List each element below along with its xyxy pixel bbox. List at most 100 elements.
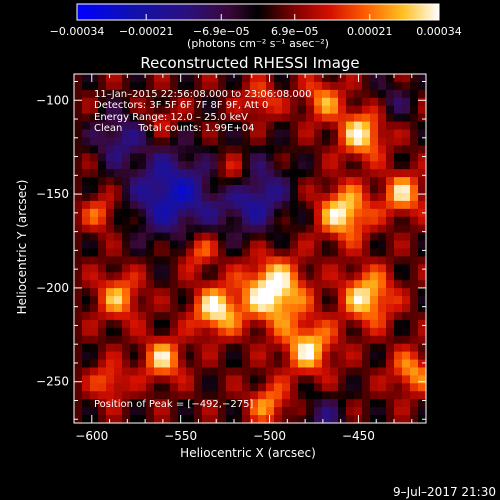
heatmap-cell: [170, 121, 179, 131]
heatmap-cell: [146, 359, 155, 369]
heatmap-cell: [346, 216, 355, 226]
heatmap-cell: [106, 280, 115, 289]
heatmap-cell: [210, 296, 219, 305]
heatmap-cell: [106, 89, 115, 99]
heatmap-cell: [306, 137, 315, 146]
heatmap-cell: [114, 256, 123, 265]
heatmap-cell: [186, 375, 195, 384]
heatmap-cell: [338, 200, 347, 210]
heatmap-cell: [322, 224, 331, 234]
heatmap-cell: [418, 280, 427, 289]
heatmap-cell: [386, 137, 395, 146]
heatmap-cell: [402, 351, 411, 361]
chart-title: Reconstructed RHESSI Image: [140, 54, 359, 72]
heatmap-cell: [122, 319, 131, 329]
heatmap-cell: [418, 81, 427, 91]
heatmap-cell: [266, 407, 275, 416]
heatmap-cell: [218, 391, 227, 400]
heatmap-cell: [354, 319, 363, 329]
heatmap-cell: [306, 129, 315, 139]
heatmap-cell: [346, 248, 355, 258]
heatmap-cell: [298, 192, 307, 202]
heatmap-cell: [202, 407, 211, 416]
heatmap-cell: [378, 129, 387, 139]
heatmap-cell: [314, 343, 323, 353]
heatmap-cell: [82, 351, 91, 361]
heatmap-cell: [362, 391, 371, 400]
heatmap-cell: [130, 319, 139, 329]
heatmap-cell: [402, 200, 411, 210]
heatmap-cell: [362, 105, 371, 115]
heatmap-cell: [394, 296, 403, 305]
heatmap-cell: [266, 224, 275, 234]
heatmap-cell: [130, 153, 139, 162]
heatmap-cell: [370, 74, 379, 83]
heatmap-cell: [394, 264, 403, 273]
heatmap-cell: [322, 129, 331, 139]
heatmap-cell: [154, 327, 163, 337]
heatmap-cell: [122, 399, 131, 408]
heatmap-cell: [410, 319, 419, 329]
heatmap-cell: [138, 185, 147, 194]
heatmap-cell: [74, 248, 83, 258]
y-tick-label: −100: [36, 93, 69, 107]
heatmap-cell: [106, 367, 115, 377]
heatmap-cell: [330, 169, 339, 178]
heatmap-cell: [418, 113, 427, 123]
heatmap-cell: [410, 375, 419, 384]
heatmap-cell: [266, 335, 275, 345]
heatmap-cell: [234, 383, 243, 392]
heatmap-cell: [226, 177, 235, 186]
heatmap-cell: [306, 415, 315, 424]
heatmap-cell: [114, 319, 123, 329]
heatmap-cell: [306, 288, 315, 297]
heatmap-cell: [178, 407, 187, 416]
heatmap-cell: [106, 351, 115, 361]
heatmap-cell: [386, 335, 395, 345]
heatmap-cell: [354, 121, 363, 131]
heatmap-cell: [250, 264, 259, 273]
heatmap-cell: [346, 145, 355, 154]
heatmap-cell: [106, 359, 115, 369]
heatmap-cell: [402, 185, 411, 194]
heatmap-cell: [82, 169, 91, 178]
heatmap-cell: [250, 288, 259, 297]
heatmap-cell: [306, 351, 315, 361]
heatmap-cell: [338, 343, 347, 353]
heatmap-cell: [130, 137, 139, 146]
heatmap-cell: [98, 248, 107, 258]
heatmap-cell: [114, 399, 123, 408]
heatmap-cell: [410, 208, 419, 218]
heatmap-cell: [330, 192, 339, 202]
heatmap-cell: [234, 240, 243, 250]
heatmap-cell: [290, 81, 299, 91]
heatmap-cell: [314, 375, 323, 384]
heatmap-cell: [290, 232, 299, 242]
heatmap-cell: [210, 264, 219, 273]
heatmap-cell: [410, 89, 419, 99]
heatmap-cell: [362, 97, 371, 107]
heatmap-cell: [226, 113, 235, 123]
heatmap-cell: [378, 280, 387, 289]
heatmap-cell: [330, 177, 339, 186]
heatmap-cell: [346, 407, 355, 416]
heatmap-cell: [394, 192, 403, 202]
heatmap-cell: [122, 296, 131, 305]
heatmap-cell: [386, 248, 395, 258]
heatmap-cell: [266, 137, 275, 146]
heatmap-cell: [250, 200, 259, 210]
heatmap-cell: [394, 208, 403, 218]
heatmap-cell: [146, 177, 155, 186]
heatmap-cell: [186, 280, 195, 289]
heatmap-cell: [98, 216, 107, 226]
heatmap-cell: [410, 216, 419, 226]
heatmap-cell: [290, 335, 299, 345]
heatmap-cell: [282, 89, 291, 99]
heatmap-cell: [394, 97, 403, 107]
heatmap-cell: [234, 121, 243, 131]
heatmap-cell: [402, 288, 411, 297]
heatmap-cell: [274, 224, 283, 234]
heatmap-cell: [370, 208, 379, 218]
heatmap-cell: [282, 105, 291, 115]
heatmap-cell: [418, 185, 427, 194]
